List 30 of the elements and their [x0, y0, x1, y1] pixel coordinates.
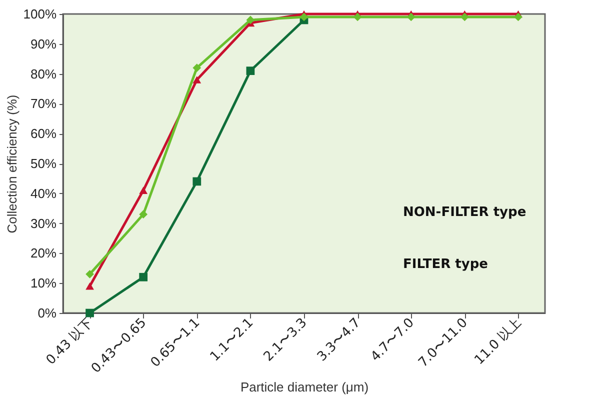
point: [139, 210, 148, 219]
x-tick-label: 2.1〜3.3: [261, 316, 310, 365]
y-tick-label: 60%: [30, 126, 57, 142]
point: [86, 308, 94, 318]
point: [192, 177, 202, 186]
annotation: NON-FILTER type: [403, 205, 526, 220]
y-tick-label: 0%: [38, 306, 57, 320]
point: [86, 270, 94, 278]
x-tick-label: 1.1〜2.1: [208, 316, 257, 365]
point: [139, 272, 148, 282]
point: [192, 64, 202, 72]
annotation: FILTER type: [403, 257, 488, 272]
y-tick-label: 20%: [30, 246, 57, 261]
y-tick-label: 100%: [23, 6, 57, 22]
y-tick-label: 30%: [30, 216, 57, 231]
y-tick-label: 10%: [30, 276, 57, 291]
y-tick-label: 70%: [30, 96, 57, 112]
x-tick-label: 3.3〜4.7: [314, 316, 364, 365]
y-tick-label: 90%: [30, 36, 57, 52]
y-tick-label: 40%: [30, 186, 57, 201]
point: [246, 66, 255, 75]
point: [86, 282, 94, 290]
y-tick-label: 50%: [30, 156, 57, 171]
y-axis-title: Collection efficiency (%): [4, 94, 20, 234]
x-tick-label: 4.7〜7.0: [368, 316, 418, 365]
point: [514, 12, 522, 22]
y-tick-label: 80%: [30, 66, 57, 82]
point: [192, 76, 202, 84]
x-axis-title: Particle diameter (μm): [240, 380, 369, 395]
point: [139, 186, 148, 194]
